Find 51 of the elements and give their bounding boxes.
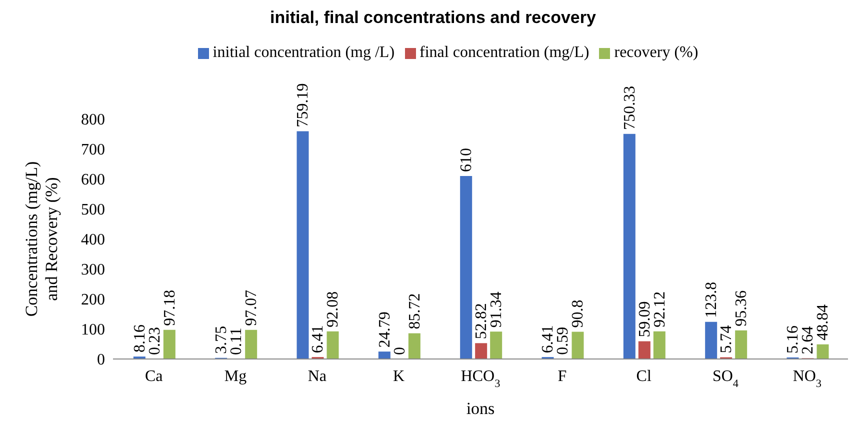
y-axis-title: Concentrations (mg/L) and Recovery (%) [22,161,61,317]
x-tick-label: Na [308,368,326,385]
x-tick-label: Ca [144,368,163,385]
y-tick-label: 300 [81,262,105,279]
x-tick-label: SO$_{4}$ [712,368,739,390]
y-tick-label: 200 [81,292,105,309]
legend-label: final concentration (mg/L) [420,44,590,61]
x-tick-label: F [558,368,567,385]
data-label: 92.08 [324,291,342,328]
data-label: 3.75 [213,326,230,354]
data-label: 610 [458,148,476,172]
data-label: 0 [391,347,408,355]
data-label: 97.18 [161,290,178,326]
data-label: 0.59 [554,326,572,355]
y-tick-label: 800 [81,112,105,129]
data-label: 5.16 [784,325,802,354]
data-label: 0.23 [146,326,164,355]
data-label: 92.12 [651,291,668,328]
x-tick-label: Cl [636,368,652,385]
legend-label: recovery (%) [614,44,698,61]
data-label: 750.33 [621,86,638,130]
x-tick-label: Mg [224,368,247,385]
x-tick-label: K [393,368,406,385]
data-label: 52.82 [473,303,490,340]
legend-label: initial concentration (mg /L) [212,44,395,61]
data-label: 8.16 [131,324,148,353]
data-label: 97.07 [243,290,260,326]
data-label: 85.72 [406,293,424,330]
chart-title: initial, final concentrations and recovery [269,8,597,29]
x-axis-title: ions [466,399,495,418]
data-label: 59.09 [636,301,654,338]
y-tick-label: 100 [81,322,105,339]
data-label: 0.11 [228,328,246,355]
data-label: 759.19 [294,83,312,128]
data-label: 6.41 [540,325,557,354]
y-tick-label: 400 [81,232,105,249]
y-tick-label: 700 [81,142,105,159]
data-label: 6.41 [310,325,327,354]
data-label: 123.8 [703,282,720,318]
data-label: 91.34 [488,292,506,328]
data-label: 90.8 [570,300,587,328]
data-label: 24.79 [376,312,394,348]
x-tick-label: HCO$_{3}$ [460,368,501,390]
x-tick-label: NO$_{3}$ [792,368,822,390]
y-tick-label: 500 [81,202,105,219]
data-label: 95.36 [733,290,750,326]
data-label: 48.84 [814,304,832,340]
y-tick-label: 0 [97,352,105,369]
data-label: 5.74 [718,325,736,354]
y-tick-label: 600 [81,172,105,189]
data-label: 2.64 [800,326,817,354]
